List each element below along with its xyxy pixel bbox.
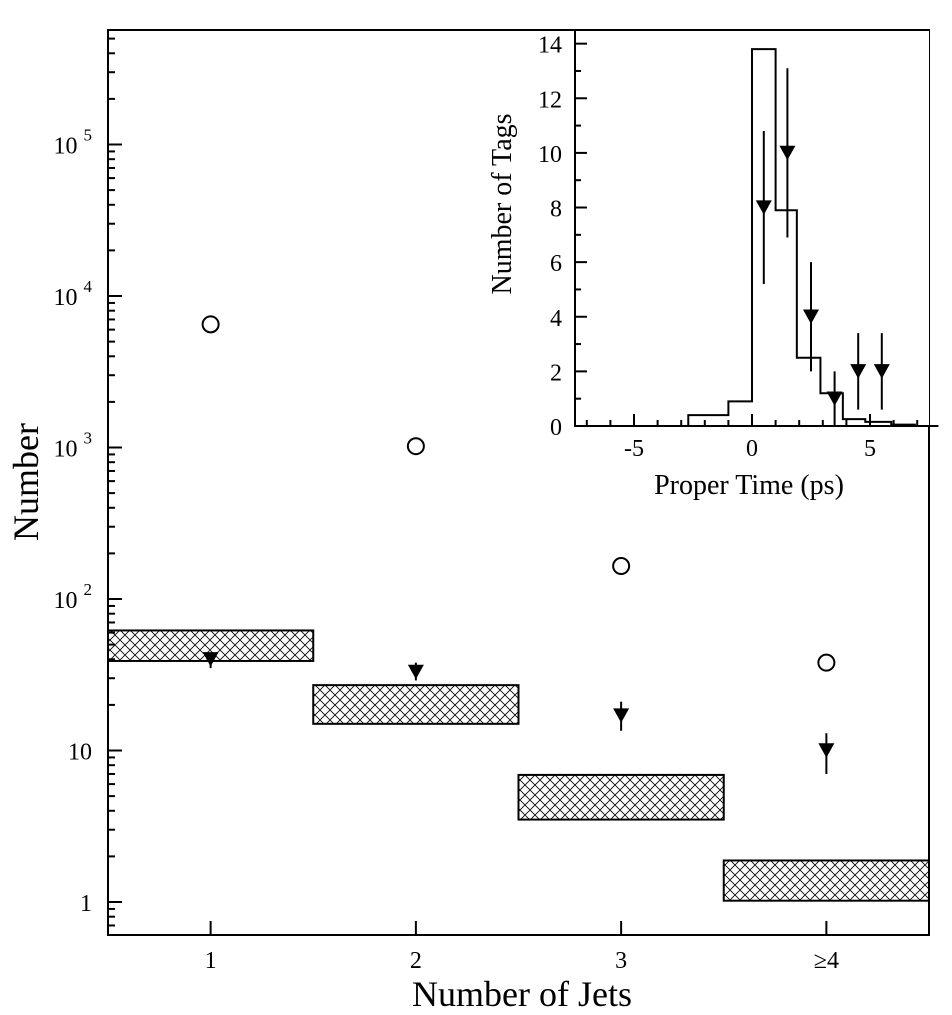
inset-y-tick-label: 12 (538, 87, 562, 113)
y-tick-mantissa: 10 (54, 588, 78, 614)
inset-y-tick-label: 8 (550, 197, 562, 223)
histogram-step-line (687, 48, 939, 427)
y-tick-exponent: 4 (84, 277, 93, 296)
y-tick-label: 10 3 (54, 429, 93, 463)
y-tick-label: 10 2 (54, 580, 93, 614)
y-tick-label: 1 (80, 891, 92, 917)
open-circle-point (201, 315, 220, 334)
filled-triangle-point (202, 652, 219, 667)
y-tick-label: 10 5 (54, 126, 93, 160)
filled-triangle-point (755, 200, 772, 215)
inset-plot-frame (574, 29, 929, 427)
y-tick-exponent: 5 (84, 126, 93, 145)
main-bands (107, 629, 930, 902)
inset-axis-tick-labels: 0 2 4 6 8 10 12 14 -5 0 5 (538, 33, 876, 462)
filled-triangle-point (873, 364, 890, 379)
open-circle-point (817, 653, 836, 672)
main-y-axis-title: Number (6, 423, 46, 541)
inset-y-tick-label: 14 (538, 33, 562, 59)
filled-triangle-point (850, 364, 867, 379)
y-tick-label: 10 (68, 740, 92, 766)
y-tick-mantissa: 10 (54, 437, 78, 463)
y-tick-mantissa: 1 (80, 891, 92, 917)
open-circle-point (612, 557, 631, 576)
main-x-axis-title: Number of Jets (412, 974, 632, 1014)
filled-triangle-point (826, 391, 843, 406)
inset-points (755, 68, 890, 426)
inset-x-tick-label: -5 (624, 436, 644, 462)
inset-y-tick-label: 10 (538, 142, 562, 168)
inset-y-tick-label: 4 (550, 306, 562, 332)
filled-triangle-point (407, 664, 424, 680)
inset-histogram (687, 48, 939, 427)
filled-triangle-point (613, 708, 630, 723)
hatched-band (312, 684, 520, 725)
y-tick-exponent: 2 (84, 580, 93, 599)
open-circle-point (406, 437, 425, 456)
inset-y-axis-title: Number of Tags (487, 113, 518, 294)
filled-triangle-point (803, 309, 819, 324)
x-tick-label: 1 (205, 948, 217, 974)
hatched-band (722, 859, 930, 902)
inset-y-tick-label: 6 (550, 251, 562, 277)
inset-x-tick-label: 5 (864, 436, 876, 462)
x-tick-label: 3 (615, 948, 627, 974)
x-tick-label: ≥4 (814, 948, 839, 974)
inset-x-axis-title: Proper Time (ps) (654, 470, 844, 501)
filled-triangle-point (779, 145, 796, 161)
y-tick-mantissa: 10 (68, 740, 92, 766)
inset-y-tick-label: 2 (550, 360, 562, 386)
inset-y-tick-label: 0 (550, 415, 562, 441)
filled-triangle-point (818, 743, 835, 758)
main-axis-tick-labels: 1 10 10 2 10 3 10 4 10 5 1 2 3 ≥4 (54, 126, 839, 975)
main-plot-frame (107, 29, 930, 936)
hatched-band (517, 773, 725, 821)
y-tick-exponent: 3 (84, 429, 93, 448)
y-tick-mantissa: 10 (54, 134, 78, 160)
y-tick-mantissa: 10 (54, 285, 78, 311)
main-points (201, 315, 836, 774)
y-tick-label: 10 4 (54, 277, 93, 311)
x-tick-label: 2 (410, 948, 422, 974)
main-axis-ticks (108, 37, 828, 935)
inset-x-tick-label: 0 (746, 436, 758, 462)
